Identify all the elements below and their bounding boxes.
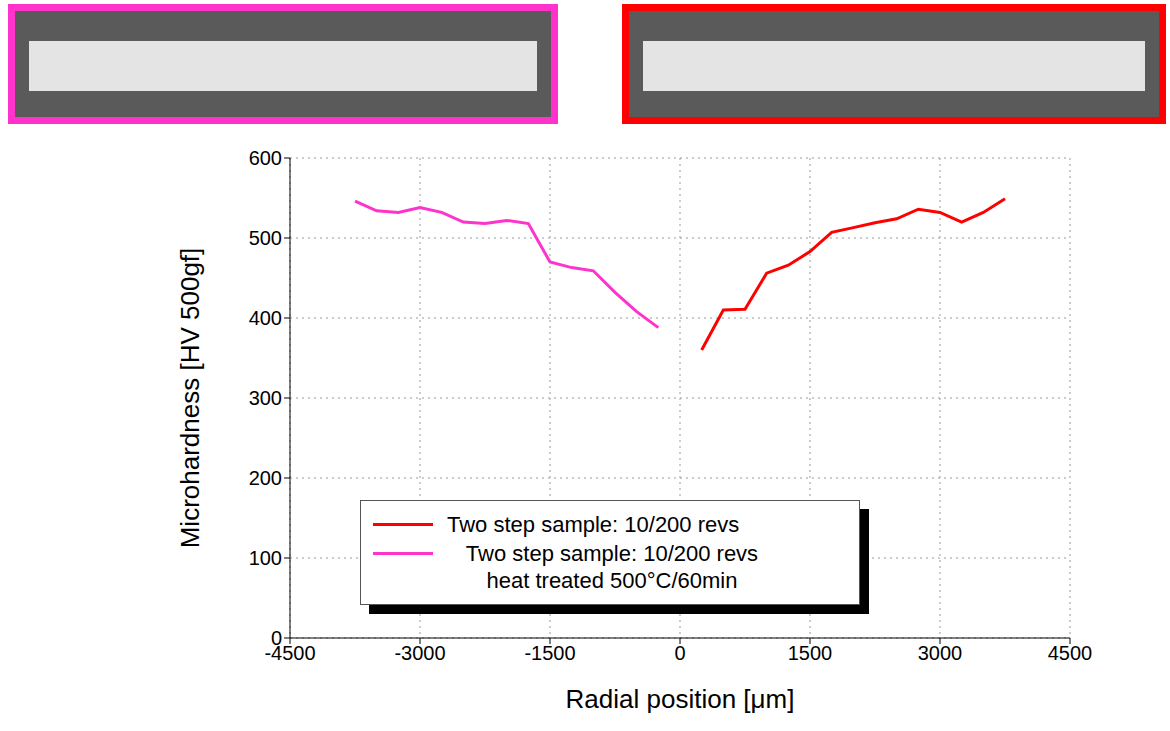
svg-text:600: 600 (249, 147, 282, 169)
html-text:Two step sample: 10/200 revs h: Two step sample: 10/200 revs heat treate… (465, 541, 759, 593)
svg-text:-3000: -3000 (394, 642, 445, 664)
svg-text:400: 400 (249, 307, 282, 329)
svg-text:500: 500 (249, 227, 282, 249)
svg-text:300: 300 (249, 387, 282, 409)
svg-text:Microhardness [HV 500gf]: Microhardness [HV 500gf] (175, 248, 205, 549)
svg-text:-1500: -1500 (524, 642, 575, 664)
svg-text:Radial position [μm]: Radial position [μm] (566, 684, 795, 714)
svg-text:1500: 1500 (788, 642, 833, 664)
svg-text:4500: 4500 (1048, 642, 1093, 664)
svg-text:0: 0 (271, 627, 282, 649)
svg-text:0: 0 (674, 642, 685, 664)
svg-text:100: 100 (249, 547, 282, 569)
html-text:Two step sample: 10/200 revs: Two step sample: 10/200 revs (447, 512, 740, 537)
svg-text:3000: 3000 (918, 642, 963, 664)
svg-text:200: 200 (249, 467, 282, 489)
svg-text:-4500: -4500 (264, 642, 316, 665)
